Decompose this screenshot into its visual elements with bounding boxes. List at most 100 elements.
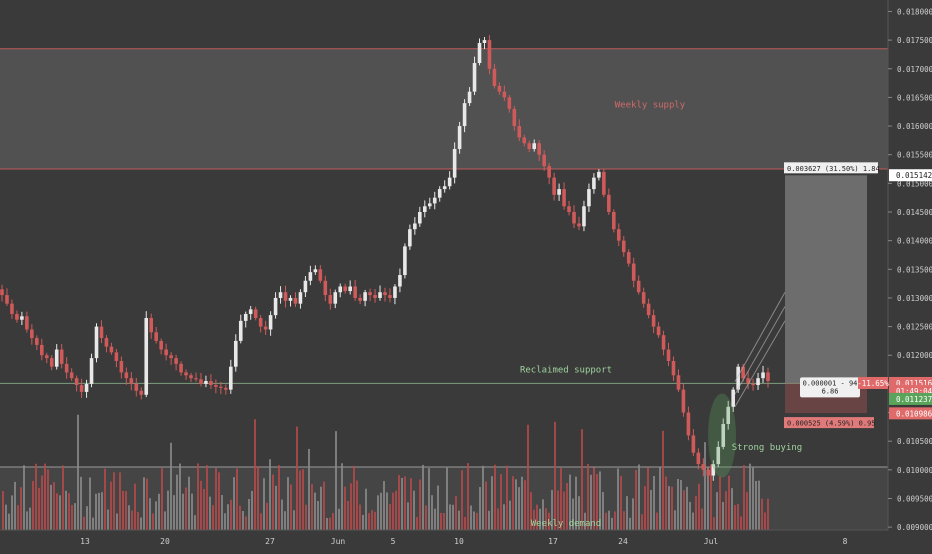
- volume-bar: [422, 464, 424, 530]
- candle-body: [557, 189, 561, 195]
- candle-body: [139, 390, 144, 395]
- volume-bar: [581, 429, 583, 530]
- candle-body: [631, 263, 636, 281]
- volume-bar: [11, 495, 13, 530]
- volume-bar: [740, 516, 742, 530]
- candle-body: [487, 40, 492, 69]
- volume-bar: [701, 508, 703, 530]
- volume-bar: [371, 510, 373, 530]
- candle-body: [482, 40, 487, 43]
- volume-bar: [452, 504, 454, 530]
- candle-body: [507, 97, 512, 109]
- support-label: Reclaimed support: [520, 365, 612, 375]
- volume-bar: [755, 480, 757, 530]
- volume-bar: [182, 493, 184, 530]
- volume-bar: [680, 479, 682, 530]
- volume-bar: [236, 468, 238, 530]
- candle-body: [363, 292, 367, 301]
- volume-bar: [224, 513, 226, 530]
- volume-bar: [398, 475, 400, 530]
- candle-body: [268, 315, 273, 330]
- volume-bar: [92, 517, 94, 530]
- volume-bar: [716, 492, 718, 530]
- candle-body: [229, 366, 233, 390]
- volume-bar: [428, 468, 430, 530]
- volume-bar: [485, 481, 487, 530]
- candle-body: [54, 349, 59, 367]
- candle-body: [751, 383, 755, 386]
- candle-body: [587, 189, 591, 207]
- candle-body: [189, 375, 193, 379]
- volume-bar: [35, 463, 37, 530]
- volume-bar: [599, 471, 601, 530]
- candle-body: [20, 316, 24, 320]
- volume-bar: [596, 474, 598, 530]
- pct-label-box: [858, 376, 888, 389]
- candle-body: [353, 286, 357, 298]
- candle-body: [462, 103, 467, 127]
- volume-bar: [263, 478, 265, 530]
- volume-bar: [743, 465, 745, 530]
- volume-bar: [83, 516, 85, 530]
- candle-body: [562, 189, 566, 207]
- candle-body: [204, 381, 208, 384]
- candle-body: [323, 280, 328, 296]
- volume-bar: [17, 505, 19, 530]
- risk-label: 0.000525 (4.59%) 0.95: [787, 420, 876, 428]
- volume-bar: [356, 480, 358, 530]
- volume-bar: [683, 490, 685, 530]
- volume-bar: [41, 475, 43, 530]
- candle-body: [582, 206, 586, 227]
- volume-bar: [353, 465, 355, 530]
- volume-bar: [158, 493, 160, 530]
- volume-bar: [590, 474, 592, 530]
- volume-bar: [392, 492, 394, 530]
- candle-body: [597, 171, 601, 178]
- x-tick-label: 17: [548, 537, 558, 546]
- volume-bar: [554, 421, 556, 530]
- candle-body: [626, 252, 631, 264]
- volume-bar: [722, 502, 724, 530]
- price-label-4: 0.011237: [896, 395, 932, 404]
- volume-bar: [488, 510, 490, 530]
- candle-body: [0, 289, 4, 296]
- volume-bar: [74, 503, 76, 530]
- volume-bar: [659, 466, 661, 530]
- volume-bar: [278, 465, 280, 530]
- candle-body: [233, 340, 238, 367]
- candle-body: [124, 372, 129, 379]
- y-tick-label: 0.014000: [897, 237, 932, 246]
- volume-bar: [140, 517, 142, 530]
- volume-bar: [764, 512, 766, 530]
- volume-bar: [359, 504, 361, 530]
- candle-body: [437, 189, 442, 198]
- volume-bar: [593, 467, 595, 530]
- candle-body: [512, 108, 517, 127]
- volume-bar: [65, 490, 67, 530]
- volume-bar: [242, 511, 244, 530]
- candle-body: [403, 246, 407, 276]
- volume-bar: [689, 501, 691, 530]
- volume-bar: [626, 496, 628, 530]
- volume-bar: [479, 486, 481, 530]
- volume-bar: [197, 463, 199, 530]
- volume-bar: [272, 474, 274, 530]
- volume-bar: [314, 492, 316, 530]
- volume-bar: [347, 500, 349, 530]
- volume-bar: [377, 495, 379, 530]
- volume-bar: [53, 482, 55, 530]
- volume-bar: [23, 465, 25, 530]
- candle-body: [756, 378, 760, 386]
- volume-bar: [380, 492, 382, 530]
- volume-bar: [128, 505, 130, 530]
- volume-bar: [569, 474, 571, 530]
- volume-bar: [512, 476, 514, 530]
- volume-bar: [710, 464, 712, 530]
- volume-bar: [449, 504, 451, 530]
- y-tick-label: 0.017500: [897, 36, 932, 45]
- price-label-5: 0.010986: [896, 409, 932, 418]
- y-tick-label: 0.014500: [897, 208, 932, 217]
- volume-bar: [20, 487, 22, 530]
